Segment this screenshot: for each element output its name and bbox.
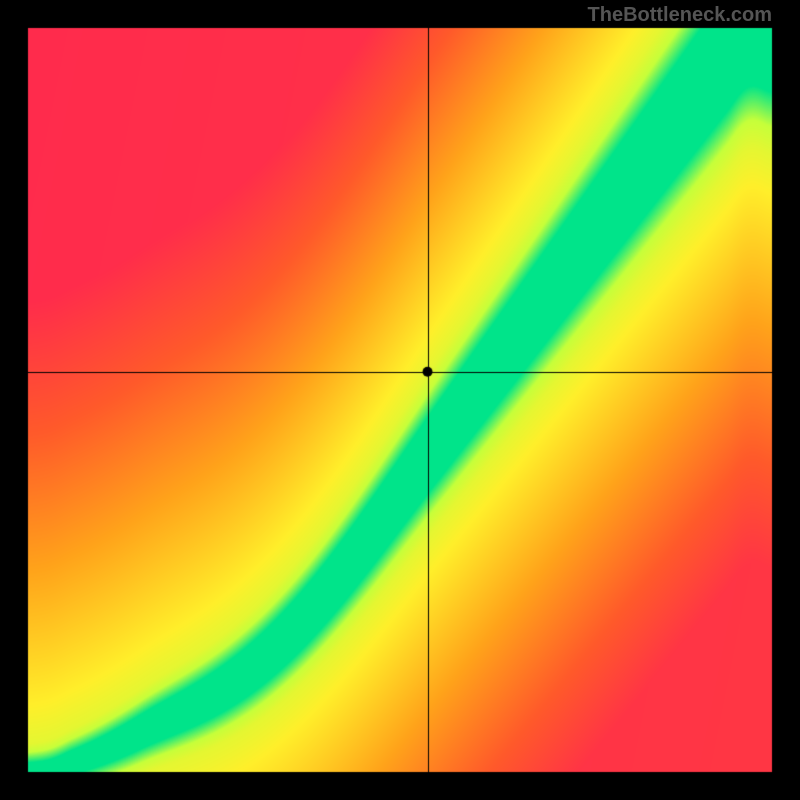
bottleneck-heatmap — [0, 0, 800, 800]
chart-container: TheBottleneck.com — [0, 0, 800, 800]
watermark-text: TheBottleneck.com — [588, 4, 772, 27]
